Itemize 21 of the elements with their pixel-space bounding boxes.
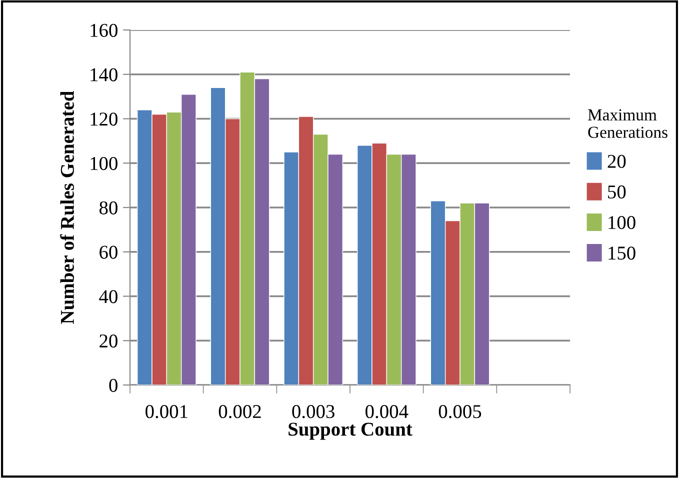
legend-label: 100	[608, 216, 636, 230]
y-axis-title: Number of Rules Generated	[60, 90, 74, 324]
y-tick-label: 120	[90, 112, 118, 126]
y-tick-label: 80	[99, 201, 118, 214]
legend-label: 20	[608, 154, 626, 168]
x-tick-label: 0.005	[438, 405, 482, 418]
x-tick-label: 0.002	[218, 405, 261, 418]
x-tick-label: 0.001	[146, 405, 188, 418]
legend-title: Maximum Generations	[588, 109, 668, 138]
legend-label: 50	[608, 185, 626, 199]
y-tick-label: 40	[99, 290, 118, 304]
x-axis-title: Support Count	[288, 422, 412, 440]
legend-label: 150	[608, 246, 636, 260]
x-tick-label: 0.004	[366, 405, 408, 418]
y-tick-label: 0	[109, 378, 118, 392]
y-tick-label: 100	[90, 156, 118, 170]
y-tick-label: 20	[100, 334, 118, 348]
x-tick-label: 0.003	[292, 405, 334, 418]
y-tick-label: 60	[100, 246, 118, 259]
y-tick-label: 140	[90, 68, 118, 82]
y-tick-label: 160	[90, 24, 118, 37]
